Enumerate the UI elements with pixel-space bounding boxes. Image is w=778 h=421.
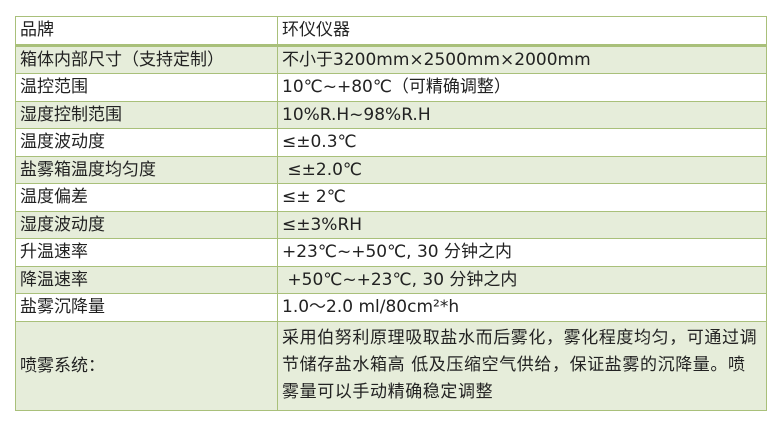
table-row: 温控范围 10℃~+80℃（可精确调整） [15, 73, 767, 102]
spec-value: 1.0～2.0 ml/80cm²*h [277, 293, 767, 322]
spec-value: ≤± 2℃ [277, 183, 767, 212]
spec-label: 湿度波动度 [15, 210, 278, 239]
spec-value: ≤±3%RH [277, 210, 767, 239]
spec-label: 温度波动度 [15, 128, 278, 157]
spec-value: 10%R.H~98%R.H [277, 100, 767, 129]
table-row: 箱体内部尺寸（支持定制） 不小于3200mm×2500mm×2000mm [15, 44, 767, 74]
spec-label: 湿度控制范围 [15, 100, 278, 129]
table-row: 盐雾箱温度均匀度 ≤±2.0℃ [15, 155, 767, 184]
table-row: 湿度控制范围 10%R.H~98%R.H [15, 100, 767, 129]
spec-value: 10℃~+80℃（可精确调整） [277, 73, 767, 102]
table-row: 降温速率 +50℃~+23℃, 30 分钟之内 [15, 265, 767, 294]
table-row: 湿度波动度 ≤±3%RH [15, 210, 767, 239]
spec-value: 环仪仪器 [277, 16, 767, 47]
table-row: 升温速率 +23℃~+50℃, 30 分钟之内 [15, 238, 767, 267]
spec-label: 喷雾系统： [15, 320, 278, 411]
spec-value: ≤±0.3℃ [277, 128, 767, 157]
table-row: 盐雾沉降量 1.0～2.0 ml/80cm²*h [15, 293, 767, 322]
spec-value: +23℃~+50℃, 30 分钟之内 [277, 238, 767, 267]
spec-label: 品牌 [15, 16, 278, 47]
spec-value: +50℃~+23℃, 30 分钟之内 [277, 265, 767, 294]
spec-value: ≤±2.0℃ [277, 155, 767, 184]
spec-label: 盐雾沉降量 [15, 293, 278, 322]
table-row: 喷雾系统： 采用伯努利原理吸取盐水而后雾化，雾化程度均匀，可通过调节储存盐水箱高 … [15, 320, 767, 411]
table-row: 温度偏差 ≤± 2℃ [15, 183, 767, 212]
spec-label: 箱体内部尺寸（支持定制） [15, 44, 278, 74]
spec-table: 品牌 环仪仪器 箱体内部尺寸（支持定制） 不小于3200mm×2500mm×2000m… [15, 16, 767, 411]
spec-label: 升温速率 [15, 238, 278, 267]
spec-value: 不小于3200mm×2500mm×2000mm [277, 44, 767, 74]
spec-label: 温度偏差 [15, 183, 278, 212]
table-row: 温度波动度 ≤±0.3℃ [15, 128, 767, 157]
spec-label: 温控范围 [15, 73, 278, 102]
table-row: 品牌 环仪仪器 [15, 16, 767, 47]
spec-value: 采用伯努利原理吸取盐水而后雾化，雾化程度均匀，可通过调节储存盐水箱高 低及压缩空… [277, 320, 767, 411]
spec-label: 降温速率 [15, 265, 278, 294]
spec-label: 盐雾箱温度均匀度 [15, 155, 278, 184]
